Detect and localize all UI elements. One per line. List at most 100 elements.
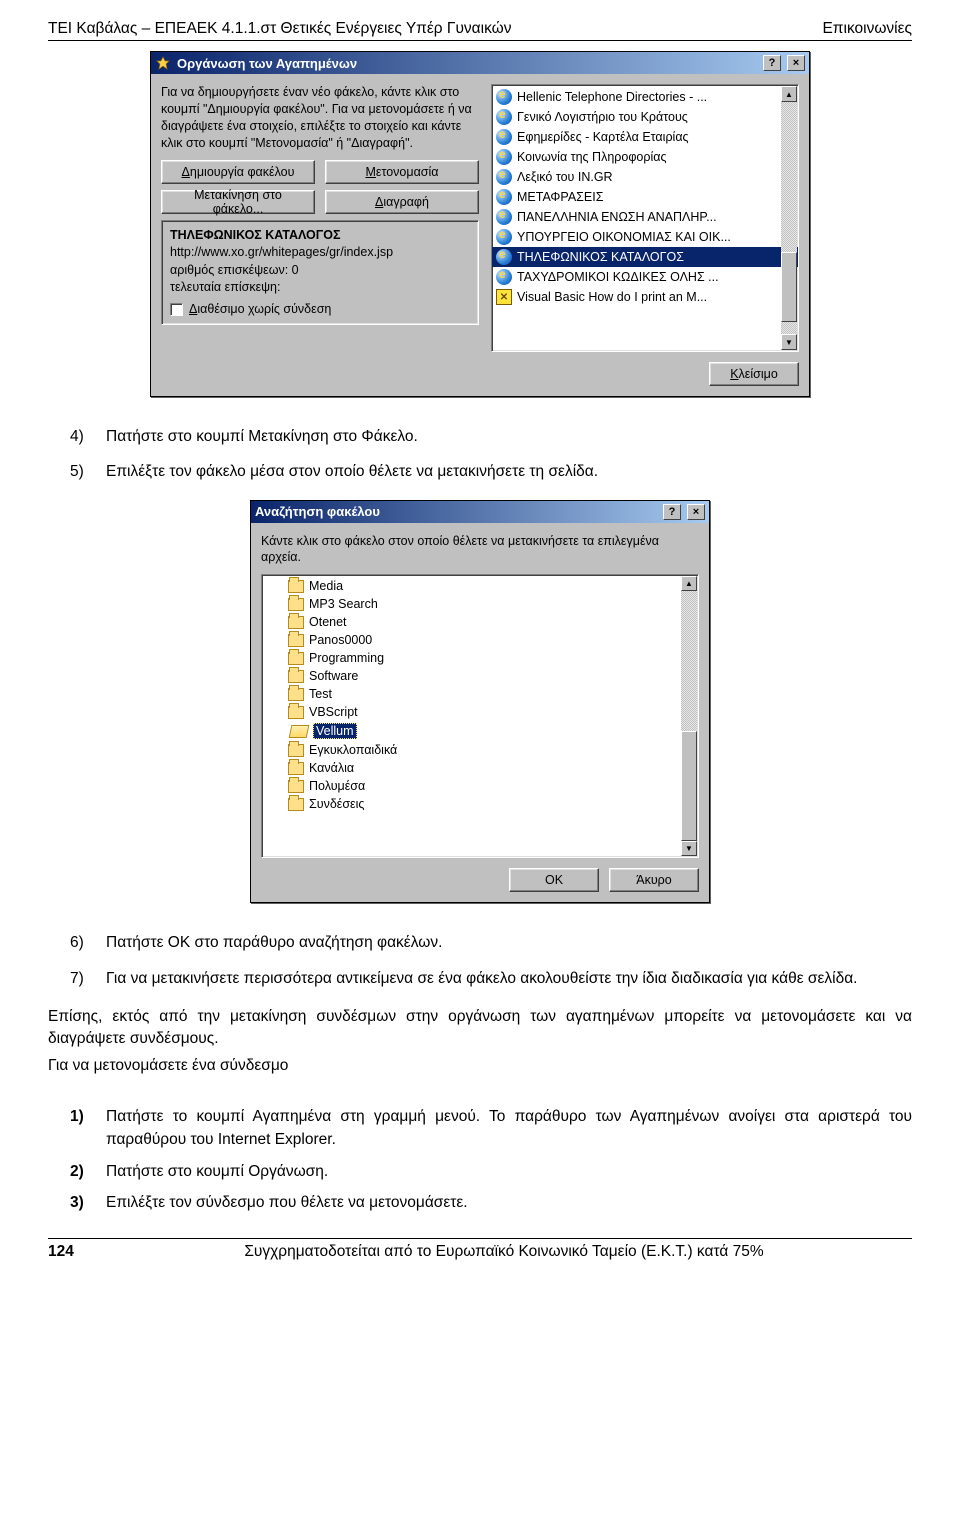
step-text: Πατήστε στο κουμπί Μετακίνηση στο Φάκελο… (106, 425, 418, 448)
scroll-thumb[interactable] (681, 731, 697, 841)
dialog1-instructions: Για να δημιουργήσετε έναν νέο φάκελο, κά… (161, 84, 479, 152)
folder-icon (288, 634, 304, 647)
info-title: ΤΗΛΕΦΩΝΙΚΟΣ ΚΑΤΑΛΟΓΟΣ (170, 227, 470, 245)
list-item[interactable]: ΜΕΤΑΦΡΑΣΕΙΣ (492, 187, 798, 207)
favorites-icon (155, 55, 171, 71)
footer-text: Συγχρηματοδοτείται από το Ευρωπαϊκό Κοιν… (96, 1243, 912, 1261)
list-item-label: ΠΑΝΕΛΛΗΝΙΑ ΕΝΩΣΗ ΑΝΑΠΛΗΡ... (517, 210, 717, 224)
folder-icon (288, 652, 304, 665)
list-item[interactable]: ✕Visual Basic How do I print an M... (492, 287, 798, 307)
scroll-up-icon[interactable]: ▲ (781, 86, 797, 102)
list-item[interactable]: Γενικό Λογιστήριο του Κράτους (492, 107, 798, 127)
tree-item[interactable]: Media (262, 577, 698, 595)
step-num: 6) (70, 931, 92, 954)
close-icon[interactable]: × (687, 504, 705, 520)
tree-item-label: Συνδέσεις (309, 797, 364, 811)
dialog2-titlebar[interactable]: Αναζήτηση φακέλου ? × (251, 501, 709, 523)
list-item[interactable]: Εφημερίδες - Καρτέλα Εταιρίας (492, 127, 798, 147)
folder-icon (288, 670, 304, 683)
step-text: Πατήστε OK στο παράθυρο αναζήτηση φακέλω… (106, 931, 442, 954)
vb-icon: ✕ (496, 289, 512, 305)
tree-item[interactable]: Vellum (262, 721, 698, 741)
tree-item[interactable]: Programming (262, 649, 698, 667)
folder-icon (288, 688, 304, 701)
header-right: Επικοινωνίες (822, 20, 912, 38)
create-folder-button[interactable]: Δημιουργία φακέλου (161, 160, 315, 184)
tree-item[interactable]: Software (262, 667, 698, 685)
scroll-track[interactable] (681, 591, 697, 841)
list-item[interactable]: Λεξικό του IN.GR (492, 167, 798, 187)
close-button[interactable]: Κλείσιμο (709, 362, 799, 386)
scroll-thumb[interactable] (781, 252, 797, 322)
step-num: 5) (70, 460, 92, 483)
list-item[interactable]: Hellenic Telephone Directories - ... (492, 87, 798, 107)
list-item-label: Hellenic Telephone Directories - ... (517, 90, 707, 104)
tree-item-label: Otenet (309, 615, 347, 629)
list-item-label: ΥΠΟΥΡΓΕΙΟ ΟΙΚΟΝΟΜΙΑΣ ΚΑΙ ΟΙΚ... (517, 230, 731, 244)
list-item-label: Λεξικό του IN.GR (517, 170, 613, 184)
tree-item[interactable]: Συνδέσεις (262, 795, 698, 813)
tree-item-label: Test (309, 687, 332, 701)
tree-item-label: Panos0000 (309, 633, 372, 647)
tree-item[interactable]: Panos0000 (262, 631, 698, 649)
tree-item[interactable]: VBScript (262, 703, 698, 721)
folder-icon (288, 762, 304, 775)
tree-item-label: VBScript (309, 705, 358, 719)
scroll-up-icon[interactable]: ▲ (681, 576, 697, 591)
tree-item-label: Πολυμέσα (309, 779, 365, 793)
page-number: 124 (48, 1243, 96, 1261)
delete-button[interactable]: Διαγραφή (325, 190, 479, 214)
listbox-scrollbar[interactable]: ▲ ▼ (781, 86, 797, 350)
step-text: Επιλέξτε τον σύνδεσμο που θέλετε να μετο… (106, 1191, 468, 1214)
dialog1-titlebar[interactable]: Οργάνωση των Αγαπημένων ? × (151, 52, 809, 74)
tree-item[interactable]: Test (262, 685, 698, 703)
step-text: Επιλέξτε τον φάκελο μέσα στον οποίο θέλε… (106, 460, 598, 483)
tree-item[interactable]: Κανάλια (262, 759, 698, 777)
ie-icon (496, 189, 512, 205)
ok-button[interactable]: OK (509, 868, 599, 892)
list-item[interactable]: ΥΠΟΥΡΓΕΙΟ ΟΙΚΟΝΟΜΙΑΣ ΚΑΙ ΟΙΚ... (492, 227, 798, 247)
list-item[interactable]: Κοινωνία της Πληροφορίας (492, 147, 798, 167)
folder-icon (288, 798, 304, 811)
folder-icon (288, 706, 304, 719)
mid-steps: 4)Πατήστε στο κουμπί Μετακίνηση στο Φάκε… (48, 425, 912, 484)
paragraph-1: Επίσης, εκτός από την μετακίνηση συνδέσμ… (48, 1006, 912, 1051)
move-to-folder-button[interactable]: Μετακίνηση στο φάκελο... (161, 190, 315, 214)
rename-button[interactable]: Μετονομασία (325, 160, 479, 184)
item-info-panel: ΤΗΛΕΦΩΝΙΚΟΣ ΚΑΤΑΛΟΓΟΣ http://www.xo.gr/w… (161, 220, 479, 326)
folder-tree[interactable]: MediaMP3 Search Otenet Panos0000 Programmin… (261, 574, 699, 858)
help-button[interactable]: ? (663, 504, 681, 520)
list-item[interactable]: ΤΗΛΕΦΩΝΙΚΟΣ ΚΑΤΑΛΟΓΟΣ (492, 247, 798, 267)
tree-item[interactable]: Πολυμέσα (262, 777, 698, 795)
help-button[interactable]: ? (763, 55, 781, 71)
info-last-visit: τελευταία επίσκεψη: (170, 279, 470, 297)
tree-item[interactable]: Εγκυκλοπαιδικά (262, 741, 698, 759)
step-text: Πατήστε το κουμπί Αγαπημένα στη γραμμή μ… (106, 1105, 912, 1152)
dialog2-instructions: Κάντε κλικ στο φάκελο στον οποίο θέλετε … (261, 533, 699, 567)
close-icon[interactable]: × (787, 55, 805, 71)
offline-label: Διαθέσιμο χωρίς σύνδεση (189, 301, 331, 319)
ie-icon (496, 169, 512, 185)
list-item[interactable]: ΠΑΝΕΛΛΗΝΙΑ ΕΝΩΣΗ ΑΝΑΠΛΗΡ... (492, 207, 798, 227)
after-steps: 6) Πατήστε OK στο παράθυρο αναζήτηση φακέ… (48, 931, 912, 990)
tree-scrollbar[interactable]: ▲ ▼ (681, 576, 697, 856)
ie-icon (496, 149, 512, 165)
folder-icon (288, 616, 304, 629)
dialog2-title: Αναζήτηση φακέλου (255, 504, 657, 519)
info-url: http://www.xo.gr/whitepages/gr/index.jsp (170, 244, 470, 262)
cancel-button[interactable]: Άκυρο (609, 868, 699, 892)
favorites-listbox[interactable]: Hellenic Telephone Directories - ... Γενι… (491, 84, 799, 352)
scroll-down-icon[interactable]: ▼ (781, 334, 797, 350)
scroll-track[interactable] (781, 102, 797, 334)
offline-checkbox[interactable] (170, 303, 183, 316)
step-num: 3) (70, 1191, 92, 1214)
scroll-down-icon[interactable]: ▼ (681, 841, 697, 856)
tree-item[interactable]: MP3 Search (262, 595, 698, 613)
list-item[interactable]: ΤΑΧΥΔΡΟΜΙΚΟΙ ΚΩΔΙΚΕΣ ΟΛΗΣ ... (492, 267, 798, 287)
tree-item-label: Κανάλια (309, 761, 354, 775)
browse-folder-dialog: Αναζήτηση φακέλου ? × Κάντε κλικ στο φάκ… (250, 500, 710, 904)
folder-icon (288, 598, 304, 611)
ie-icon (496, 229, 512, 245)
ie-icon (496, 129, 512, 145)
tree-item[interactable]: Otenet (262, 613, 698, 631)
